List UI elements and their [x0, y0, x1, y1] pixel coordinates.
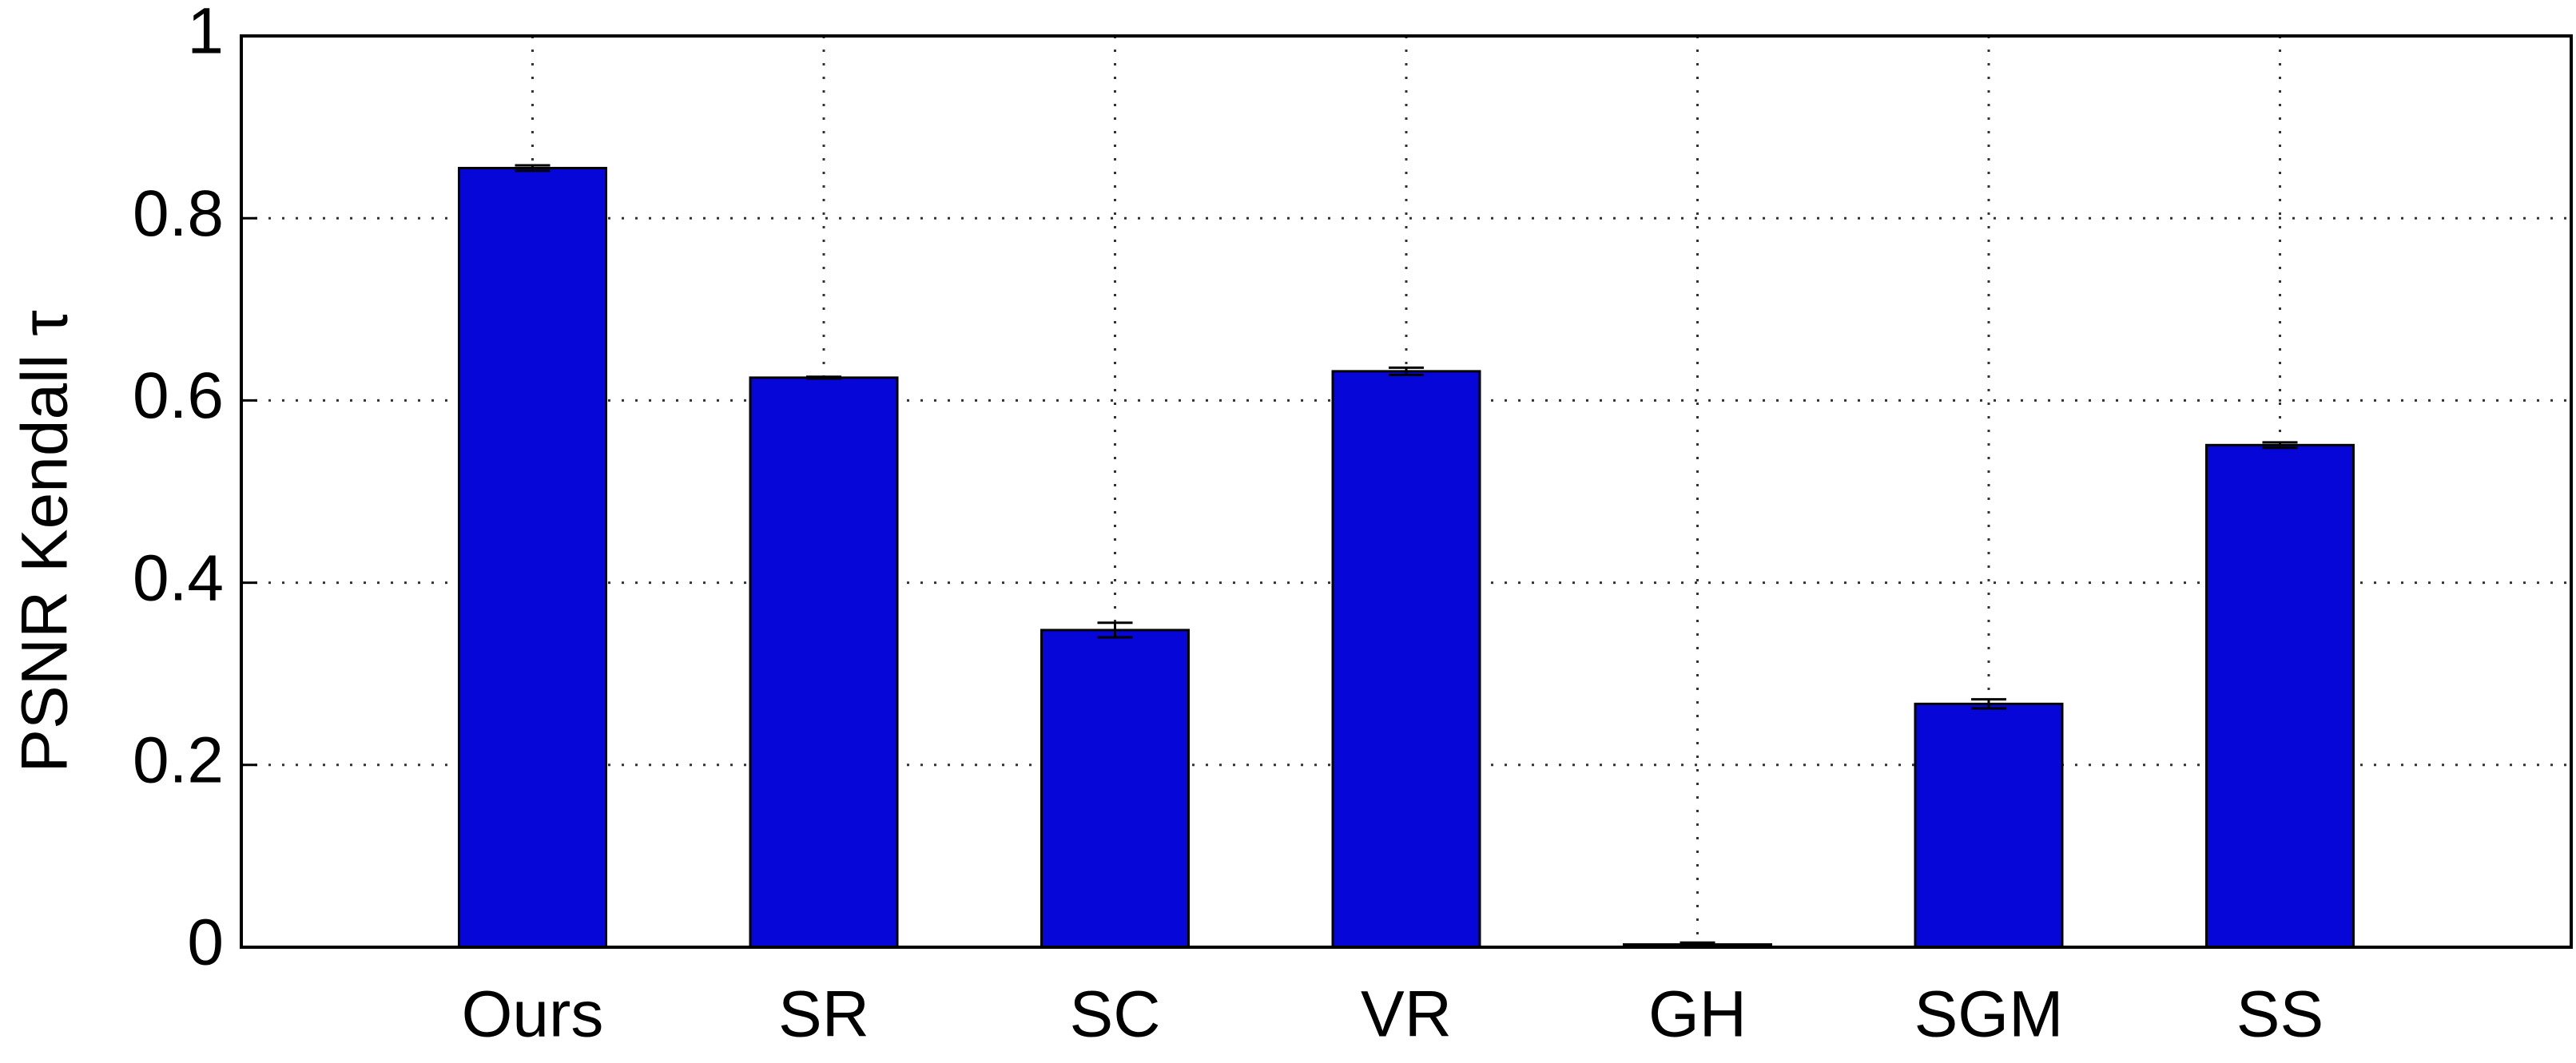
- error-bar: [806, 375, 841, 380]
- plot-frame: [240, 34, 2573, 949]
- x-tick-label: SR: [778, 978, 869, 1051]
- x-tick-label: GH: [1648, 978, 1747, 1051]
- y-tick-label: 1: [187, 0, 224, 68]
- y-tick-label: 0: [187, 906, 224, 979]
- error-bar: [1971, 698, 2006, 710]
- bar: [2205, 443, 2355, 949]
- bar: [458, 166, 607, 949]
- x-tick-label: VR: [1361, 978, 1452, 1051]
- bar: [749, 376, 899, 949]
- y-axis-label: PSNR Kendall τ: [9, 310, 81, 772]
- y-tick-label: 0.8: [133, 177, 224, 250]
- error-bar: [1097, 621, 1133, 639]
- error-bar: [2262, 441, 2298, 450]
- error-bar: [1389, 366, 1424, 376]
- error-bar: [515, 164, 551, 173]
- bar: [1914, 702, 2064, 949]
- bar: [1040, 629, 1190, 949]
- bar: [1331, 370, 1481, 949]
- y-tick-label: 0.4: [133, 541, 224, 614]
- x-tick-label: SC: [1070, 978, 1161, 1051]
- x-tick-label: SS: [2236, 978, 2324, 1051]
- x-tick-label: SGM: [1914, 978, 2064, 1051]
- y-tick-label: 0.2: [133, 724, 224, 796]
- x-tick-label: Ours: [462, 978, 604, 1051]
- y-tick-label: 0.6: [133, 359, 224, 432]
